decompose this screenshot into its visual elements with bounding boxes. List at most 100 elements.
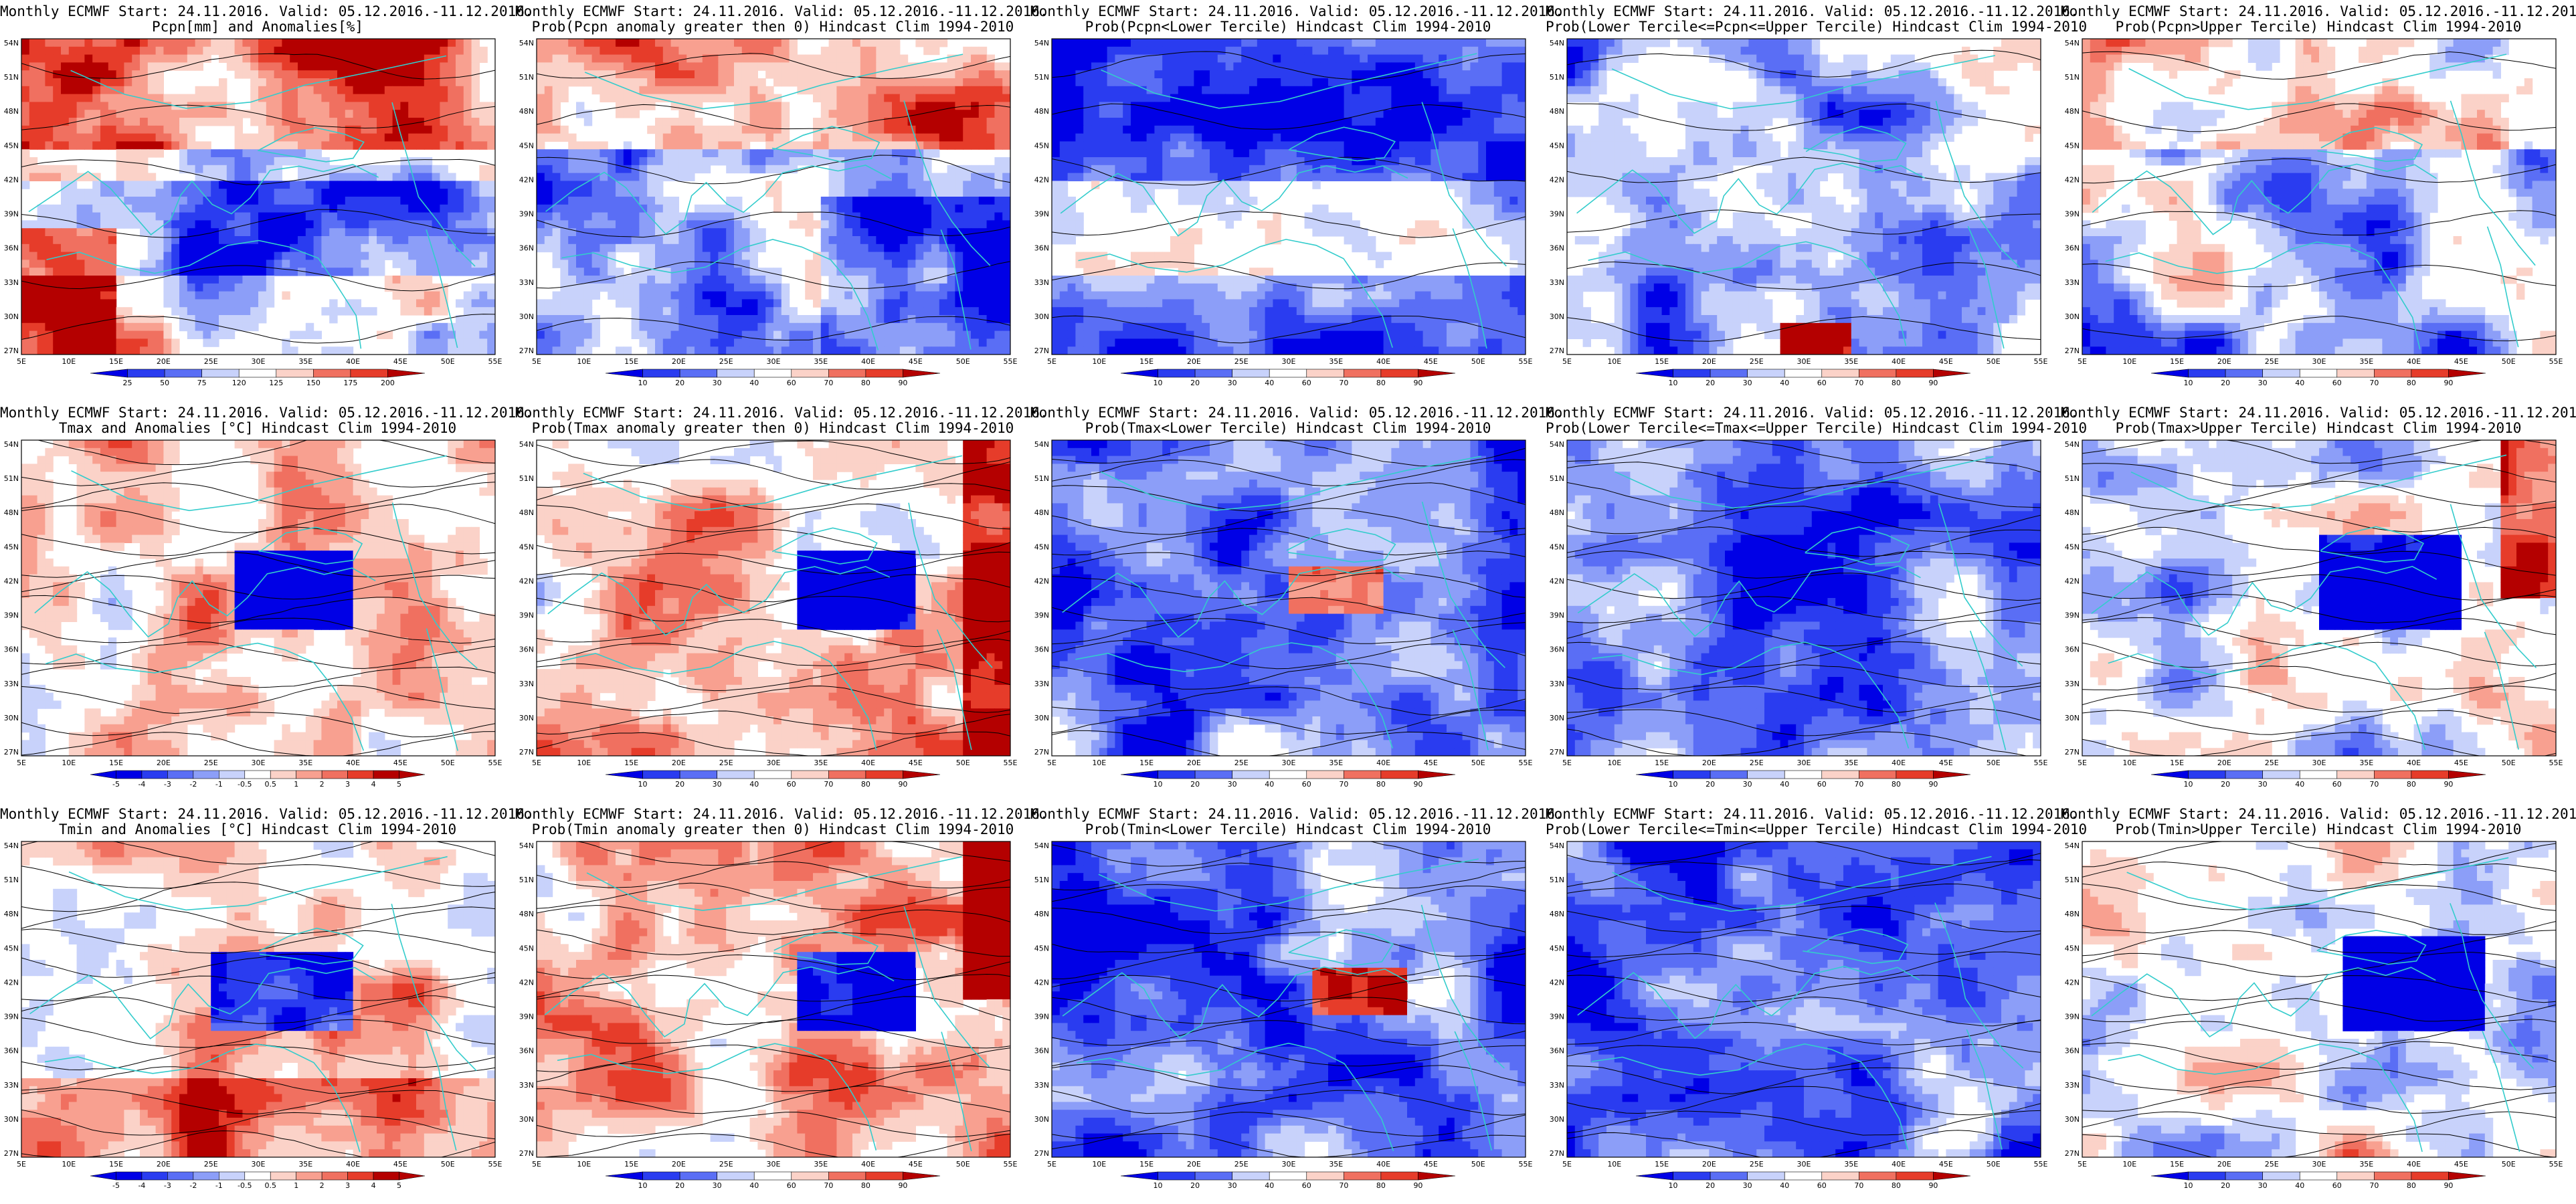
colorbar-label: 10	[1154, 1181, 1163, 1190]
colorbar-swatch	[270, 770, 296, 779]
colorbar-label: 80	[2407, 780, 2416, 789]
colorbar-swatch	[1859, 770, 1897, 779]
colorbar-swatch	[717, 1171, 755, 1181]
colorbar: 10 20 30 40 60 70 80 90	[605, 770, 941, 789]
lat-label: 39N	[1550, 611, 1564, 620]
panel-title-line1: Monthly ECMWF Start: 24.11.2016. Valid: …	[0, 4, 533, 19]
lat-label: 30N	[519, 1115, 534, 1124]
forecast-panel-3: Monthly ECMWF Start: 24.11.2016. Valid: …	[1030, 0, 1564, 401]
colorbar-swatch	[1710, 770, 1748, 779]
colorbar-swatch	[387, 369, 426, 378]
colorbar-swatch	[1158, 369, 1196, 378]
colorbar-label: 3	[345, 1181, 350, 1190]
panel-title-line2: Tmin and Anomalies [°C] Hindcast Clim 19…	[0, 822, 515, 837]
lon-label: 55E	[488, 357, 502, 366]
lon-label: 55E	[2034, 357, 2048, 366]
lat-label: 39N	[2065, 210, 2080, 219]
lat-label: 48N	[1034, 508, 1049, 517]
colorbar-label: 10	[638, 1181, 648, 1190]
lon-label: 45E	[2454, 759, 2468, 767]
colorbar-label: 70	[1339, 780, 1348, 789]
lon-label: 10E	[577, 759, 591, 767]
lat-label: 36N	[2065, 645, 2080, 654]
colorbar: 10 20 30 40 60 70 80 90	[1120, 1171, 1456, 1190]
colorbar-label: 70	[2369, 1181, 2379, 1190]
colorbar-swatch	[244, 1171, 271, 1181]
colorbar-swatch	[2188, 1171, 2226, 1181]
lat-label: 45N	[1034, 944, 1049, 952]
lon-label: 40E	[1376, 357, 1390, 366]
colorbar-label: 90	[1413, 379, 1422, 387]
colorbar-label: 30	[1743, 780, 1752, 789]
colorbar-label: 90	[1928, 379, 1938, 387]
colorbar-swatch	[347, 1171, 374, 1181]
colorbar-swatch	[1344, 770, 1382, 779]
lat-label: 33N	[2065, 680, 2080, 688]
panel-title-line2: Prob(Pcpn>Upper Tercile) Hindcast Clim 1…	[2061, 19, 2576, 35]
lat-label: 30N	[2065, 714, 2080, 722]
forecast-panel-5: Monthly ECMWF Start: 24.11.2016. Valid: …	[2061, 0, 2576, 401]
panel-title-line1: Monthly ECMWF Start: 24.11.2016. Valid: …	[0, 807, 533, 822]
colorbar-swatch	[903, 770, 941, 779]
lat-label: 54N	[4, 39, 19, 47]
lat-label: 42N	[1550, 577, 1564, 585]
lon-label: 45E	[393, 759, 407, 767]
shaded-field	[1052, 39, 1526, 355]
lon-label: 10E	[62, 1160, 76, 1169]
colorbar-swatch	[605, 770, 643, 779]
lon-label: 15E	[624, 1160, 638, 1169]
coastlines	[544, 856, 990, 1152]
colorbar-label: 70	[824, 780, 833, 789]
colorbar-label: 60	[787, 379, 796, 387]
lon-label: 40E	[861, 1160, 875, 1169]
panel-title-line1: Monthly ECMWF Start: 24.11.2016. Valid: …	[1030, 807, 1564, 822]
lat-label: 42N	[1550, 175, 1564, 184]
colorbar-label: 20	[2221, 780, 2230, 789]
colorbar-label: 90	[2444, 379, 2453, 387]
map-frame	[536, 439, 1011, 757]
lat-label: 51N	[1034, 876, 1049, 884]
coastlines	[545, 54, 991, 350]
colorbar-label: 40	[2295, 379, 2304, 387]
lat-label: 54N	[2065, 39, 2080, 47]
forecast-panel-13: Monthly ECMWF Start: 24.11.2016. Valid: …	[1030, 803, 1564, 1204]
colorbar-swatch	[642, 369, 680, 378]
contour-lines	[21, 841, 495, 1157]
colorbar-swatch	[399, 770, 426, 779]
lon-label: 35E	[1844, 1160, 1858, 1169]
forecast-map: 54N 51N 48N 45N 42N 39N 36N 33N 30N 27N 5E 10E 15E 20…	[1550, 841, 2048, 1190]
panel-title-line1: Monthly ECMWF Start: 24.11.2016. Valid: …	[1546, 405, 2079, 421]
colorbar-label: 30	[2258, 379, 2268, 387]
lat-label: 36N	[2065, 244, 2080, 253]
lat-label: 54N	[1550, 39, 1564, 47]
lat-label: 36N	[519, 1047, 534, 1056]
panel-title-line1: Monthly ECMWF Start: 24.11.2016. Valid: …	[515, 4, 1048, 19]
colorbar-swatch	[313, 369, 351, 378]
colorbar-label: 40	[2295, 780, 2304, 789]
lat-label: 27N	[1550, 346, 1564, 355]
lon-label: 30E	[252, 1160, 266, 1169]
lon-label: 20E	[157, 1160, 171, 1169]
lon-label: 35E	[1844, 357, 1858, 366]
colorbar-swatch	[1896, 1171, 1934, 1181]
lat-label: 45N	[2065, 542, 2080, 551]
lon-label: 25E	[2265, 357, 2279, 366]
colorbar-label: 70	[1854, 379, 1863, 387]
lat-label: 54N	[1550, 440, 1564, 449]
colorbar-label: 20	[675, 1181, 684, 1190]
lon-label: 35E	[298, 759, 312, 767]
colorbar-label: 80	[2407, 1181, 2416, 1190]
lat-label: 42N	[4, 978, 19, 987]
colorbar-label: 90	[1928, 780, 1938, 789]
lon-label: 45E	[1424, 759, 1438, 767]
coastlines	[2091, 857, 2535, 1152]
lon-label: 15E	[1655, 759, 1669, 767]
lat-label: 51N	[1034, 73, 1049, 82]
colorbar: 10 20 30 40 60 70 80 90	[1635, 770, 1971, 789]
shaded-field	[21, 39, 495, 355]
colorbar-label: 20	[2221, 1181, 2230, 1190]
colorbar-swatch	[1269, 369, 1307, 378]
colorbar-swatch	[2262, 369, 2300, 378]
lat-label: 36N	[519, 244, 534, 253]
colorbar-swatch	[1710, 1171, 1748, 1181]
